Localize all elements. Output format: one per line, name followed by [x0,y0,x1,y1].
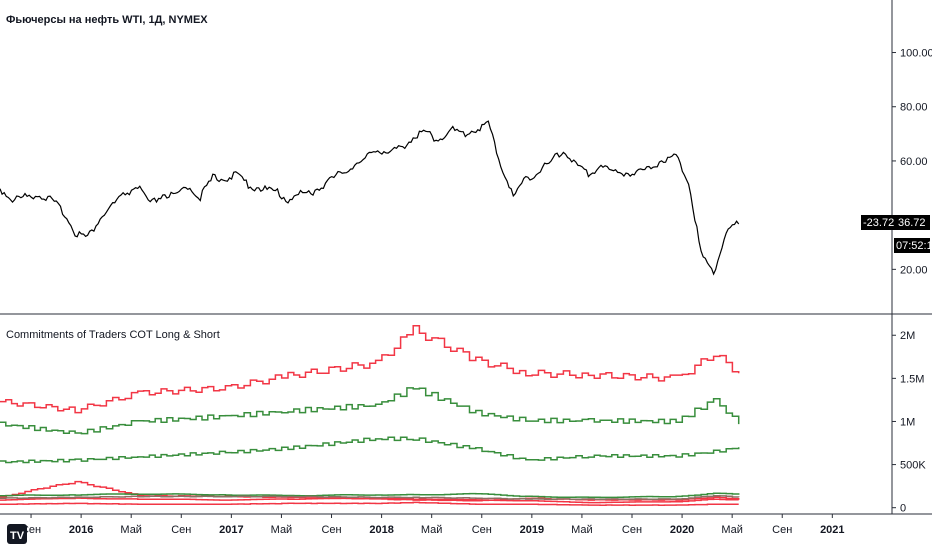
price-change-label: -23.72% [863,217,904,229]
cot-series-group [0,324,740,506]
last-price-label-bg [894,215,930,230]
time-tick-label: 2016 [69,524,93,536]
cot-series-line-7 [0,495,740,501]
cot-tick-label: 0 [900,503,906,515]
cot-tick-label: 2M [900,330,915,342]
time-tick-label: Сен [622,524,642,536]
time-tick-label: Сен [472,524,492,536]
cot-series-line-6 [0,497,740,504]
time-tick-label: 2018 [369,524,393,536]
logo-background [7,524,27,544]
price-tick-label: 100.00 [900,48,932,60]
price-y-axis[interactable]: 100.00 80.00 60.00 20.00 [892,48,932,277]
price-change-label-bg [861,215,894,230]
time-tick-label: Сен [171,524,191,536]
tradingview-logo[interactable]: TV [7,524,27,544]
price-chart-title: Фьючерсы на нефть WTI, 1Д, NYMEX [6,14,208,26]
cot-series-line-5 [0,492,740,499]
time-tick-label: 2021 [820,524,844,536]
time-tick-label: Май [571,524,593,536]
cot-tick-label: 1M [900,416,915,428]
time-tick-label: Сен [772,524,792,536]
cot-tick-label: 500K [900,460,926,472]
cot-tick-label: 1.5M [900,373,924,385]
cot-series-line-3 [0,436,740,464]
time-tick-label: Май [421,524,443,536]
cot-series-line-1 [0,324,740,414]
cot-indicator-title: Commitments of Traders COT Long & Short [6,329,220,341]
time-tick-label: Сен [321,524,341,536]
time-tick-label: Май [120,524,142,536]
cot-pane: Commitments of Traders COT Long & Short … [0,324,926,515]
cot-series-line-2 [0,387,740,435]
countdown-label-bg [894,238,930,253]
time-tick-label: 2017 [219,524,243,536]
cot-series-line-8 [0,501,739,506]
last-price-label: 36.72 [898,217,926,229]
logo-mark: TV [10,530,25,542]
price-tick-label: 80.00 [900,102,928,114]
time-tick-label: Май [721,524,743,536]
price-series [0,120,740,276]
price-tick-label: 20.00 [900,264,928,276]
countdown-label: 07:52:16 [896,240,932,252]
time-tick-label: Май [271,524,293,536]
time-tick-label: 2020 [670,524,694,536]
cot-y-axis[interactable]: 2M 1.5M 1M 500K 0 [892,330,926,515]
price-pane: Фьючерсы на нефть WTI, 1Д, NYMEX 100.00 8… [0,14,932,276]
wti-price-line [0,120,740,276]
price-tick-label: 60.00 [900,156,928,168]
price-labels: -23.72% 36.72 07:52:16 [861,215,932,253]
time-axis[interactable]: Сен 2016 Май Сен 2017 Май Сен 2018 Май Сен 2019 Май… [21,514,845,536]
time-tick-label: 2019 [520,524,544,536]
